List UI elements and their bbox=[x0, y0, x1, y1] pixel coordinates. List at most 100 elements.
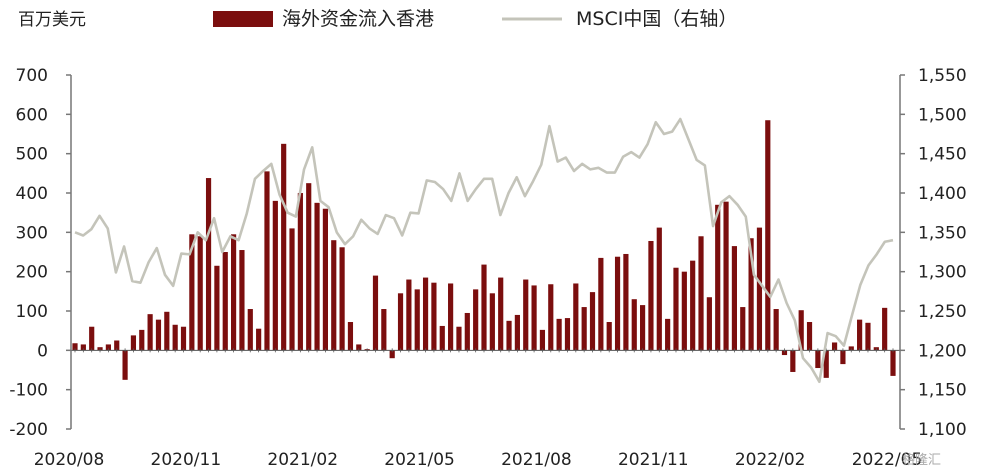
left-tick-label: 700 bbox=[16, 66, 48, 86]
bar bbox=[306, 183, 312, 351]
bar bbox=[773, 309, 779, 351]
axis-lines bbox=[66, 74, 905, 430]
left-axis-unit-label: 百万美元 bbox=[18, 10, 86, 30]
bar bbox=[706, 297, 712, 351]
bar bbox=[673, 267, 679, 351]
line-series bbox=[74, 117, 894, 384]
bar bbox=[281, 143, 287, 351]
bar bbox=[548, 284, 554, 351]
bar bbox=[130, 335, 137, 351]
bar bbox=[431, 282, 437, 351]
bar bbox=[322, 208, 328, 351]
bar bbox=[214, 265, 220, 351]
bar bbox=[589, 292, 596, 351]
bar bbox=[256, 328, 262, 351]
bar bbox=[456, 326, 462, 351]
bar bbox=[523, 279, 529, 351]
bar bbox=[448, 283, 454, 351]
legend-bar-label: 海外资金流入香港 bbox=[282, 8, 434, 30]
right-tick-label: 1,250 bbox=[918, 302, 967, 322]
bar bbox=[806, 322, 813, 351]
bar bbox=[865, 322, 871, 351]
bar bbox=[840, 350, 846, 365]
right-tick-label: 1,300 bbox=[918, 263, 967, 283]
bar bbox=[231, 234, 237, 351]
watermark: 格隆汇 bbox=[902, 452, 941, 468]
bar bbox=[573, 283, 579, 351]
bar bbox=[464, 312, 470, 351]
bar bbox=[406, 279, 412, 351]
bar bbox=[756, 227, 763, 351]
bar bbox=[790, 350, 796, 372]
bar bbox=[114, 340, 120, 351]
right-tick-label: 1,350 bbox=[918, 223, 967, 243]
bar bbox=[614, 256, 621, 351]
bar bbox=[247, 309, 253, 351]
bar bbox=[648, 240, 654, 351]
bar bbox=[439, 325, 445, 351]
right-tick-label: 1,450 bbox=[918, 145, 967, 165]
bar bbox=[222, 252, 228, 351]
bar bbox=[882, 307, 888, 351]
bar bbox=[690, 260, 696, 351]
bar bbox=[414, 289, 420, 351]
bar bbox=[481, 264, 487, 351]
bar bbox=[890, 350, 896, 376]
bar bbox=[556, 318, 562, 351]
left-tick-label: 300 bbox=[16, 223, 48, 243]
bar bbox=[740, 307, 746, 351]
bar bbox=[89, 326, 95, 351]
bar bbox=[531, 285, 537, 351]
bar bbox=[422, 277, 429, 351]
bar bbox=[656, 227, 662, 351]
bar bbox=[372, 275, 379, 351]
right-tick-label: 1,550 bbox=[918, 66, 967, 86]
right-axis: 1,550 1,500 1,450 1,400 1,350 1,300 1,250 1,200… bbox=[918, 66, 967, 440]
legend: 百万美元 海外资金流入香港 MSCI中国（右轴） bbox=[18, 8, 737, 30]
bar bbox=[381, 309, 387, 351]
bar bbox=[122, 350, 128, 380]
bar bbox=[473, 289, 479, 351]
bar bbox=[197, 236, 203, 351]
msci-china-line bbox=[74, 117, 894, 384]
bar bbox=[598, 257, 604, 351]
bar bbox=[347, 322, 354, 351]
x-tick-label: 2021/02 bbox=[267, 450, 338, 470]
left-tick-label: 0 bbox=[37, 341, 48, 361]
right-tick-label: 1,400 bbox=[918, 184, 967, 204]
right-tick-label: 1,100 bbox=[918, 420, 967, 440]
right-tick-label: 1,150 bbox=[918, 381, 967, 401]
bar bbox=[356, 344, 362, 351]
bar bbox=[397, 293, 404, 351]
bar bbox=[815, 350, 821, 369]
bar-series bbox=[72, 120, 896, 380]
bar bbox=[105, 344, 111, 351]
bar bbox=[623, 253, 629, 351]
left-tick-label: 500 bbox=[16, 145, 48, 165]
bar bbox=[823, 350, 829, 378]
bar bbox=[715, 204, 721, 351]
bar bbox=[147, 314, 153, 351]
zero-baseline bbox=[71, 348, 900, 353]
x-tick-label: 2020/08 bbox=[34, 450, 105, 470]
bar bbox=[155, 319, 162, 351]
bar bbox=[239, 250, 245, 351]
bar bbox=[314, 202, 320, 351]
bar bbox=[80, 344, 86, 351]
legend-bar-swatch bbox=[213, 11, 273, 27]
bar bbox=[514, 314, 520, 351]
bar bbox=[581, 307, 587, 351]
bar bbox=[289, 228, 295, 351]
bar bbox=[857, 319, 863, 351]
bar bbox=[331, 240, 337, 351]
left-tick-label: 100 bbox=[16, 302, 48, 322]
bar bbox=[731, 246, 737, 351]
bar bbox=[180, 326, 187, 351]
bar bbox=[606, 322, 612, 351]
bar bbox=[205, 178, 212, 351]
bar bbox=[781, 350, 788, 356]
x-tick-label: 2022/05 bbox=[852, 450, 923, 470]
left-tick-label: -100 bbox=[9, 381, 48, 401]
bar bbox=[564, 318, 571, 351]
